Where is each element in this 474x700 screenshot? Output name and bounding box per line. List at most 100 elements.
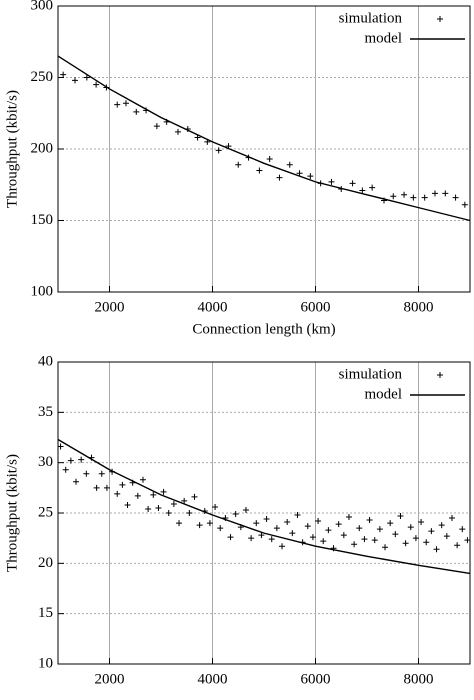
scatter-point — [174, 128, 181, 135]
x-tick-label: 4000 — [198, 671, 228, 687]
y-tick-label: 100 — [31, 283, 54, 299]
scatter-point — [119, 481, 126, 488]
scatter-point — [392, 531, 399, 538]
y-tick-label: 150 — [31, 212, 54, 228]
scatter-point — [160, 488, 167, 495]
scatter-point — [279, 543, 286, 550]
y-tick-label: 300 — [31, 0, 54, 13]
scatter-point — [73, 478, 80, 485]
x-tick-label: 2000 — [95, 299, 125, 315]
scatter-point — [304, 523, 311, 530]
scatter-point — [263, 516, 270, 523]
y-tick-label: 20 — [38, 555, 53, 571]
scatter-point — [78, 456, 85, 463]
scatter-point — [268, 536, 275, 543]
y-tick-label: 250 — [31, 69, 54, 85]
legend-label: simulation — [339, 366, 403, 382]
scatter-point — [443, 533, 450, 540]
scatter-point — [361, 536, 368, 543]
scatter-point — [186, 510, 193, 516]
scatter-point — [428, 528, 435, 535]
y-axis-label: Throughput (kbit/s) — [4, 454, 20, 572]
scatter-point — [181, 497, 188, 504]
scatter-point — [433, 546, 440, 553]
scatter-point — [196, 522, 203, 529]
y-tick-label: 200 — [31, 140, 54, 156]
legend-label: model — [365, 386, 403, 402]
x-tick-label: 8000 — [404, 299, 434, 315]
scatter-point — [93, 484, 100, 491]
scatter-point — [382, 544, 389, 551]
scatter-point — [98, 470, 105, 477]
scatter-point — [57, 443, 64, 450]
legend-marker — [437, 16, 443, 22]
x-tick-label: 6000 — [301, 299, 331, 315]
scatter-point — [410, 194, 417, 201]
scatter-point — [83, 470, 90, 477]
scatter-point — [356, 525, 363, 532]
y-tick-label: 15 — [38, 605, 53, 621]
scatter-point — [253, 520, 260, 527]
scatter-point — [442, 190, 449, 197]
scatter-point — [452, 194, 459, 201]
scatter-point — [359, 187, 366, 194]
scatter-point — [296, 170, 303, 177]
x-axis-label: Connection length (km) — [192, 321, 335, 337]
scatter-point — [155, 504, 162, 511]
scatter-point — [397, 513, 404, 520]
y-tick-label: 10 — [38, 655, 53, 671]
scatter-point — [232, 511, 239, 518]
scatter-point — [217, 525, 224, 532]
scatter-point — [212, 503, 219, 510]
scatter-point — [390, 193, 397, 200]
scatter-point — [423, 539, 430, 546]
scatter-point — [266, 156, 273, 163]
scatter-point — [62, 466, 69, 473]
scatter-point — [235, 161, 242, 168]
scatter-point — [145, 505, 152, 512]
y-tick-label: 40 — [38, 353, 53, 369]
scatter-point — [431, 190, 438, 197]
scatter-point — [448, 515, 455, 522]
legend-label: model — [365, 30, 403, 46]
scatter-point — [328, 178, 335, 185]
scatter-point — [256, 167, 263, 174]
scatter-point — [134, 492, 141, 499]
scatter-point — [114, 490, 121, 497]
scatter-point — [284, 519, 291, 526]
legend-label: simulation — [339, 10, 403, 26]
scatter-point — [124, 501, 131, 508]
scatter-point — [170, 500, 177, 507]
scatter-point — [309, 534, 316, 541]
scatter-point — [93, 81, 100, 88]
scatter-point — [289, 530, 296, 537]
scatter-point — [133, 108, 140, 115]
model-line — [57, 438, 471, 575]
x-tick-label: 6000 — [301, 671, 331, 687]
scatter-point — [276, 174, 283, 181]
scatter-point — [114, 101, 121, 108]
scatter-point — [461, 201, 468, 208]
scatter-point — [60, 71, 67, 78]
model-line — [57, 55, 471, 222]
scatter-point — [401, 191, 408, 198]
y-axis-label: Throughput (kbit/s) — [4, 90, 20, 208]
scatter-point — [258, 532, 265, 539]
scatter-point — [165, 510, 172, 516]
y-tick-label: 30 — [38, 454, 53, 470]
scatter-point — [139, 476, 146, 483]
scatter-point — [286, 161, 293, 168]
x-tick-label: 8000 — [404, 671, 434, 687]
scatter-point — [369, 184, 376, 191]
scatter-point — [438, 522, 445, 529]
scatter-point — [71, 77, 78, 84]
scatter-point — [103, 484, 110, 491]
scatter-point — [248, 535, 255, 542]
scatter-point — [325, 527, 332, 534]
scatter-point — [206, 520, 213, 527]
scatter-point — [376, 526, 383, 533]
y-tick-label: 25 — [38, 504, 53, 520]
scatter-point — [273, 525, 280, 532]
scatter-point — [402, 540, 409, 547]
scatter-point — [407, 524, 414, 531]
